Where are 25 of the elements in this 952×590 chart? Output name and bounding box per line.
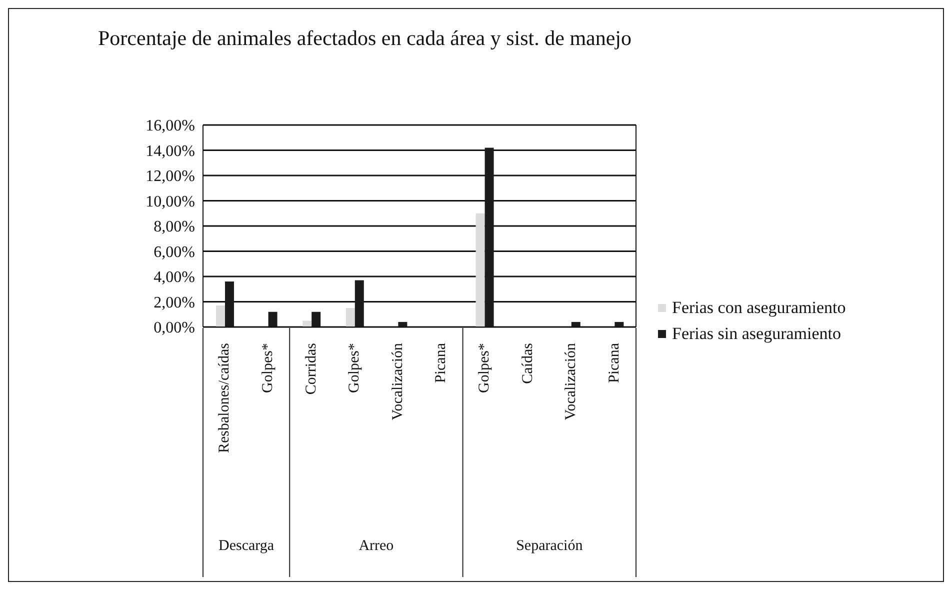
x-tick-label: Golpes* <box>260 343 276 393</box>
x-tick-label: Picana <box>606 342 622 383</box>
y-tick-label: 12,00% <box>146 168 195 186</box>
y-tick-label: 6,00% <box>154 244 195 261</box>
legend-label: Ferias con aseguramiento <box>672 297 846 319</box>
y-tick-label: 4,00% <box>154 269 195 286</box>
x-tick-label: Caídas <box>520 342 536 384</box>
y-tick-label: 10,00% <box>146 193 195 210</box>
x-tick-label: Golpes* <box>476 343 492 393</box>
y-tick-label: 14,00% <box>146 142 195 160</box>
y-tick-label: 8,00% <box>154 218 195 236</box>
chart-title: Porcentaje de animales afectados en cada área y sist. de manejo <box>98 26 632 51</box>
text: Arreo <box>358 538 395 555</box>
legend-label: Ferias sin aseguramiento <box>672 323 842 345</box>
x-tick-label: Vocalización <box>563 342 580 420</box>
x-tick-label: Vocalización <box>390 342 406 420</box>
x-tick-label: Golpes* <box>346 343 363 393</box>
y-tick-label: 2,00% <box>154 294 195 312</box>
y-tick-label: 0,00% <box>154 320 195 337</box>
text: Separación <box>515 538 584 555</box>
y-tick-label: 16,00% <box>146 118 195 135</box>
text: Descarga <box>218 538 276 555</box>
x-tick-label: Resbalones/caídas <box>216 342 233 453</box>
x-tick-label: Picana <box>433 342 450 383</box>
x-tick-label: Corridas <box>303 342 320 395</box>
